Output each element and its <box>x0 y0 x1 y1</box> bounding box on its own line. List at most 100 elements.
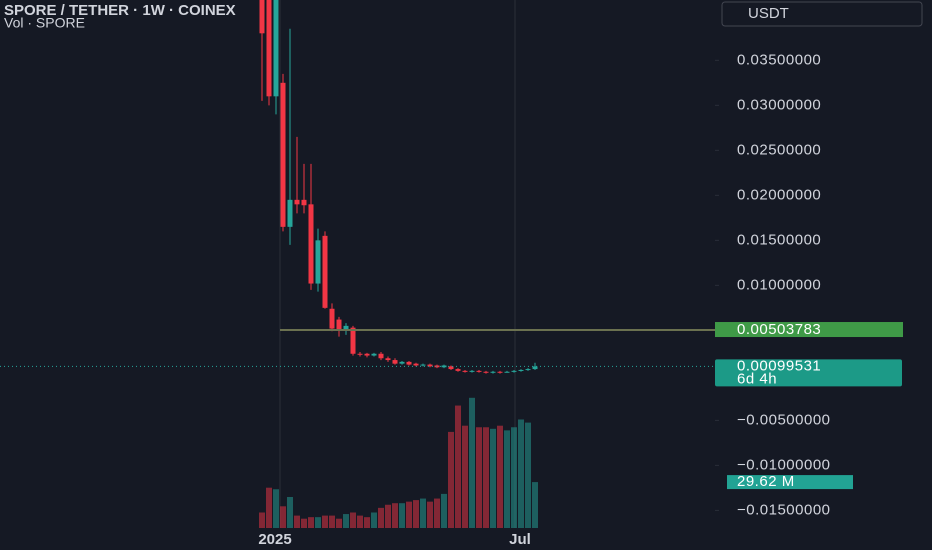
y-tick-label: −0.01500000 <box>737 501 831 518</box>
chart-subtitle: Vol · SPORE <box>4 15 85 31</box>
candle-body <box>280 82 286 227</box>
volume-bar <box>441 493 447 528</box>
candle-body <box>392 360 398 364</box>
price-label: 0.00099531 <box>737 357 821 374</box>
volume-bar <box>266 487 272 528</box>
volume-bar <box>490 428 496 528</box>
volume-bar <box>511 427 517 528</box>
volume-bar <box>532 482 538 528</box>
level-label-box <box>715 322 903 338</box>
countdown: 6d 4h <box>737 370 777 387</box>
volume-bar <box>483 427 489 528</box>
candle-body <box>525 369 531 371</box>
candle-body <box>462 370 468 372</box>
candle-body <box>294 199 300 205</box>
candle-body <box>378 353 384 359</box>
volume-bar <box>273 489 279 528</box>
candle-body <box>273 0 279 97</box>
volume-bar <box>497 425 503 528</box>
candle-body <box>504 371 510 373</box>
candle-body <box>455 369 461 371</box>
candle-body <box>308 204 314 284</box>
candle-body <box>497 371 503 373</box>
candle-body <box>322 235 328 308</box>
candle-body <box>448 366 454 370</box>
volume-bar <box>364 517 370 528</box>
volume-bar <box>357 515 363 528</box>
candle-body <box>371 353 377 356</box>
volume-bar <box>399 503 405 528</box>
volume-bar <box>301 518 307 528</box>
candle-body <box>518 369 524 371</box>
candle-body <box>343 325 349 331</box>
volume-bar <box>462 425 468 528</box>
volume-bar <box>280 506 286 528</box>
volume-bar <box>455 405 461 528</box>
volume-bar <box>504 430 510 528</box>
candle-body <box>476 370 482 372</box>
currency-box[interactable] <box>721 1 923 27</box>
volume-bar <box>469 397 475 528</box>
volume-bar <box>287 497 293 528</box>
volume-bar <box>406 501 412 528</box>
candle-body <box>315 240 321 284</box>
volume-bar <box>343 514 349 528</box>
candle-body <box>336 319 342 331</box>
volume-bar <box>350 512 356 528</box>
currency[interactable]: USDT <box>748 5 789 22</box>
volume-bar <box>336 518 342 528</box>
volume-bar <box>294 515 300 528</box>
candle-body <box>413 363 419 366</box>
volume-bar <box>518 419 524 528</box>
volume-bar <box>308 517 314 528</box>
candle-body <box>427 364 433 367</box>
volume-bar <box>434 498 440 528</box>
candle-body <box>469 370 475 372</box>
level-label: 0.00503783 <box>737 321 821 338</box>
x-tick-label: Jul <box>509 531 531 548</box>
candle-body <box>385 358 391 361</box>
volume-label-box <box>727 475 853 490</box>
volume-bar <box>476 427 482 528</box>
candle-body <box>420 364 426 366</box>
candle-body <box>532 366 538 370</box>
candle-body <box>406 361 412 365</box>
volume-bar <box>525 422 531 528</box>
volume-bar <box>420 498 426 528</box>
price-label-box <box>715 359 902 387</box>
y-tick-label: −0.00500000 <box>737 411 831 428</box>
candle-body <box>350 327 356 354</box>
volume-bar <box>385 504 391 528</box>
y-tick-label: 0.03500000 <box>737 51 821 68</box>
volume-bar <box>392 503 398 528</box>
candle-body <box>329 308 335 329</box>
y-tick-label: −0.01000000 <box>737 456 831 473</box>
volume-bar <box>371 512 377 528</box>
candle-body <box>399 361 405 364</box>
candle-body <box>483 371 489 373</box>
y-tick-label: 0.03000000 <box>737 96 821 113</box>
volume-bar <box>322 515 328 528</box>
y-tick-label: 0.01500000 <box>737 231 821 248</box>
volume-bar <box>259 512 265 528</box>
x-tick-label: 2025 <box>258 531 291 548</box>
candle-body <box>364 353 370 356</box>
volume-bar <box>378 507 384 528</box>
volume-bar <box>329 515 335 528</box>
candle-body <box>259 0 265 34</box>
y-tick-label: 0.02500000 <box>737 141 821 158</box>
volume-label: 29.62 M <box>737 473 795 490</box>
y-tick-label: 0.01000000 <box>737 276 821 293</box>
volume-bar <box>448 431 454 528</box>
candle-body <box>266 0 272 97</box>
volume-bar <box>413 500 419 528</box>
chart-title: SPORE / TETHER · 1W · COINEX <box>4 2 236 19</box>
candle-body <box>490 371 496 373</box>
volume-bar <box>427 501 433 528</box>
volume-bar <box>315 517 321 528</box>
candle-body <box>511 370 517 372</box>
candle-body <box>287 199 293 227</box>
y-tick-label: 0.02000000 <box>737 186 821 203</box>
